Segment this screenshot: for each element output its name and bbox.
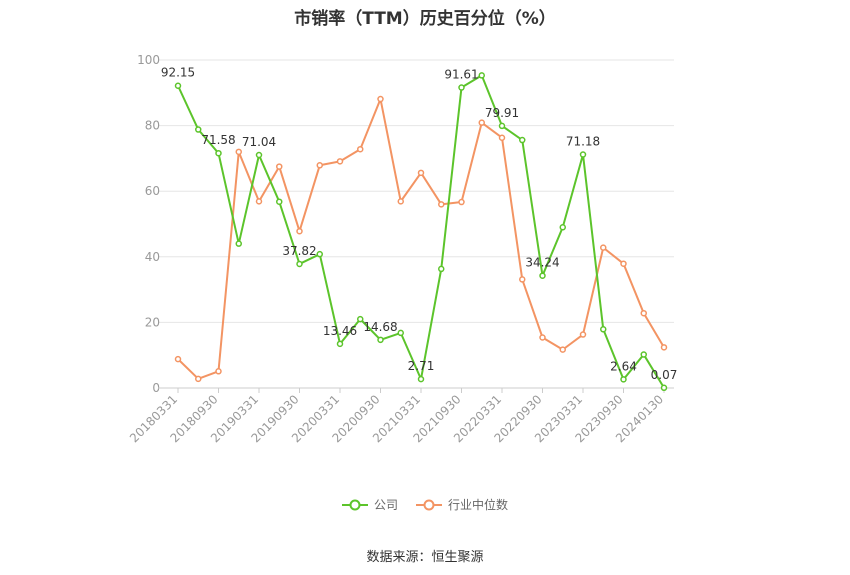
point-s1-5 bbox=[276, 163, 283, 170]
data-label-16: 79.91 bbox=[485, 106, 519, 120]
point-s1-1 bbox=[195, 375, 202, 383]
point-s1-20 bbox=[579, 331, 587, 338]
point-s1-11 bbox=[397, 198, 404, 205]
point-s0-16 bbox=[498, 122, 506, 130]
point-s1-4 bbox=[255, 198, 263, 205]
point-s1-17 bbox=[519, 276, 526, 283]
point-s1-24 bbox=[660, 344, 668, 351]
legend-line-orange-icon bbox=[416, 499, 442, 510]
point-s0-14 bbox=[458, 84, 465, 91]
point-s0-10 bbox=[377, 336, 384, 344]
data-label-20: 71.18 bbox=[566, 135, 600, 149]
point-s1-19 bbox=[559, 346, 566, 353]
point-s0-15 bbox=[478, 72, 485, 79]
data-label-4: 71.04 bbox=[242, 135, 276, 149]
axes: 0204060801002018033120180930201903312019… bbox=[127, 53, 674, 445]
point-s1-3 bbox=[235, 148, 242, 156]
point-s1-8 bbox=[336, 158, 344, 165]
point-s0-0 bbox=[174, 82, 182, 89]
chart-title: 市销率（TTM）历史百分位（%） bbox=[294, 9, 556, 29]
data-label-12: 2.71 bbox=[408, 359, 435, 373]
point-s1-14 bbox=[458, 198, 465, 206]
point-s0-22 bbox=[620, 376, 627, 383]
point-s1-10 bbox=[377, 95, 384, 103]
point-s0-19 bbox=[559, 224, 566, 231]
legend: 公司 行业中位数 bbox=[0, 496, 850, 513]
point-s0-18 bbox=[539, 272, 546, 279]
data-label-10: 14.68 bbox=[363, 320, 397, 334]
point-s0-6 bbox=[296, 260, 303, 268]
point-s1-2 bbox=[215, 368, 222, 375]
legend-label-company: 公司 bbox=[373, 498, 398, 512]
point-s1-6 bbox=[296, 227, 303, 235]
data-label-14: 91.61 bbox=[444, 68, 478, 82]
data-label-22: 2.64 bbox=[610, 359, 637, 373]
point-s0-24 bbox=[660, 384, 668, 392]
point-s1-15 bbox=[478, 119, 485, 126]
point-s0-1 bbox=[195, 126, 202, 133]
point-s1-18 bbox=[539, 334, 546, 341]
source-note: 数据来源：恒生聚源 bbox=[366, 550, 484, 565]
point-s0-13 bbox=[438, 265, 445, 273]
y-tick-label-40: 40 bbox=[145, 250, 160, 264]
point-s1-16 bbox=[498, 134, 506, 141]
series-lines bbox=[174, 72, 668, 392]
point-s0-3 bbox=[235, 240, 242, 247]
point-s0-4 bbox=[255, 151, 263, 159]
y-tick-label-20: 20 bbox=[145, 315, 160, 329]
point-s0-8 bbox=[336, 340, 344, 348]
data-labels: 92.15 71.58 71.04 37.82 13.46 14.68 2.71 91.61 7… bbox=[161, 66, 678, 382]
y-tick-label-0: 0 bbox=[152, 381, 160, 395]
legend-line-green-icon bbox=[341, 499, 368, 510]
point-s0-2 bbox=[215, 149, 222, 157]
point-s1-23 bbox=[640, 309, 647, 317]
point-s0-21 bbox=[600, 326, 607, 333]
point-s1-22 bbox=[620, 260, 627, 267]
point-s0-23 bbox=[640, 351, 647, 358]
point-s0-20 bbox=[579, 151, 587, 158]
point-s1-9 bbox=[357, 145, 364, 153]
point-s0-17 bbox=[519, 136, 526, 144]
point-s0-9 bbox=[357, 315, 364, 323]
point-s1-13 bbox=[438, 201, 445, 208]
point-s0-7 bbox=[316, 250, 323, 258]
legend-item-company[interactable]: 公司 bbox=[341, 496, 398, 513]
point-s1-21 bbox=[600, 244, 607, 251]
point-s0-11 bbox=[397, 329, 404, 337]
point-s0-5 bbox=[276, 198, 283, 205]
data-label-24: 0.07 bbox=[651, 368, 678, 382]
data-label-18: 34.24 bbox=[525, 256, 559, 270]
legend-label-industry-median: 行业中位数 bbox=[448, 498, 509, 512]
data-label-2: 71.58 bbox=[201, 133, 235, 147]
data-label-8: 13.46 bbox=[323, 324, 357, 338]
data-label-6: 37.82 bbox=[282, 244, 316, 258]
series-line-0 bbox=[177, 74, 665, 389]
data-label-0: 92.15 bbox=[161, 66, 195, 80]
point-s1-12 bbox=[417, 169, 425, 177]
y-tick-label-80: 80 bbox=[145, 119, 160, 133]
y-tick-label-100: 100 bbox=[137, 53, 160, 67]
point-s1-7 bbox=[316, 162, 323, 169]
legend-item-industry-median[interactable]: 行业中位数 bbox=[416, 496, 508, 513]
y-tick-label-60: 60 bbox=[145, 184, 160, 198]
point-s1-0 bbox=[174, 355, 182, 363]
point-s0-12 bbox=[417, 375, 425, 383]
